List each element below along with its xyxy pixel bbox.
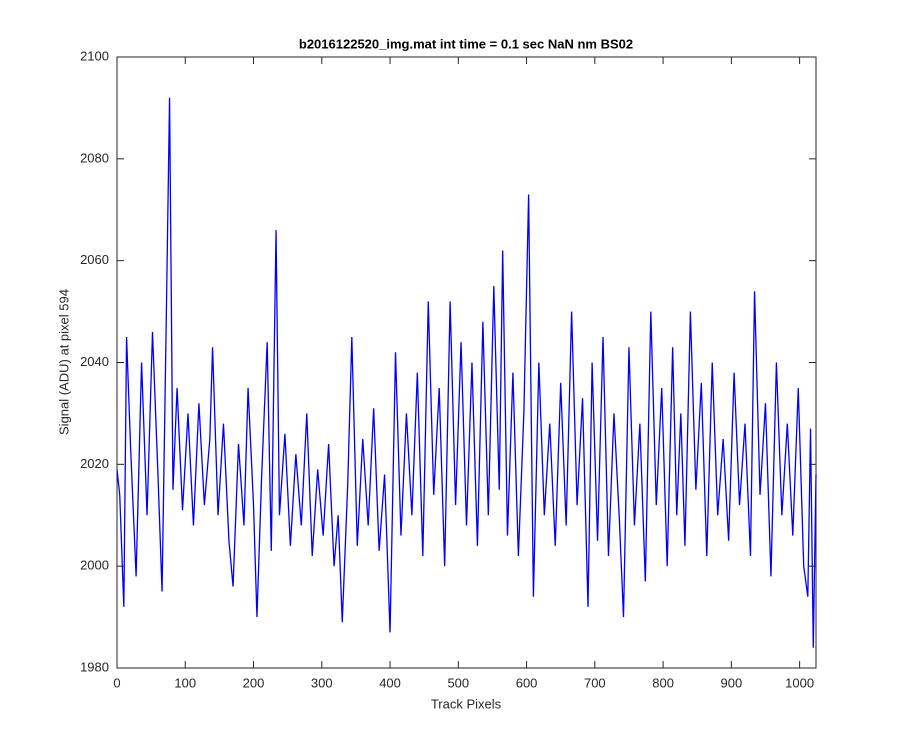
y-tick-label: 2060: [80, 252, 109, 267]
x-tick-label: 200: [243, 675, 265, 690]
x-tick-label: 600: [516, 675, 538, 690]
x-tick-label: 1000: [785, 675, 814, 690]
x-tick-label: 0: [113, 675, 120, 690]
y-tick-label: 2040: [80, 354, 109, 369]
y-tick-label: 2020: [80, 456, 109, 471]
y-tick-label: 1980: [80, 659, 109, 674]
x-axis-label: Track Pixels: [431, 696, 502, 711]
x-tick-label: 400: [379, 675, 401, 690]
x-tick-label: 900: [721, 675, 743, 690]
chart-title: b2016122520_img.mat int time = 0.1 sec N…: [299, 36, 633, 51]
y-tick-label: 2000: [80, 558, 109, 573]
x-tick-label: 300: [311, 675, 333, 690]
data-line: [116, 97, 817, 648]
y-axis-label: Signal (ADU) at pixel 594: [56, 289, 71, 435]
x-tick-label: 800: [652, 675, 674, 690]
y-tick-label: 2100: [80, 48, 109, 63]
plot-box: [116, 56, 817, 669]
x-tick-label: 100: [174, 675, 196, 690]
x-tick-label: 500: [447, 675, 469, 690]
y-tick-label: 2080: [80, 150, 109, 165]
x-tick-label: 700: [584, 675, 606, 690]
